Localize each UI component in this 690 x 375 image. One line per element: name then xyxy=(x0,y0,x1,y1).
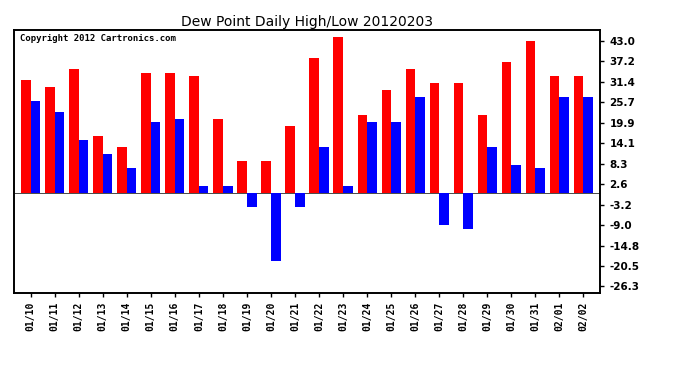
Bar xyxy=(333,37,343,193)
Bar xyxy=(343,186,353,193)
Bar xyxy=(103,154,112,193)
Bar xyxy=(93,136,103,193)
Bar xyxy=(382,90,391,193)
Bar xyxy=(55,112,64,193)
Bar xyxy=(199,186,208,193)
Bar xyxy=(319,147,328,193)
Title: Dew Point Daily High/Low 20120203: Dew Point Daily High/Low 20120203 xyxy=(181,15,433,29)
Bar xyxy=(247,193,257,207)
Bar xyxy=(535,168,545,193)
Bar xyxy=(574,76,584,193)
Bar xyxy=(357,115,367,193)
Bar xyxy=(477,115,487,193)
Bar xyxy=(165,73,175,193)
Bar xyxy=(502,62,511,193)
Bar xyxy=(367,122,377,193)
Bar xyxy=(560,98,569,193)
Bar xyxy=(463,193,473,229)
Bar xyxy=(511,165,521,193)
Bar xyxy=(127,168,137,193)
Bar xyxy=(391,122,401,193)
Bar xyxy=(117,147,127,193)
Bar xyxy=(151,122,160,193)
Bar xyxy=(454,83,463,193)
Bar xyxy=(440,193,449,225)
Bar xyxy=(213,118,223,193)
Bar xyxy=(69,69,79,193)
Bar xyxy=(175,118,184,193)
Bar xyxy=(237,161,247,193)
Bar xyxy=(45,87,55,193)
Text: Copyright 2012 Cartronics.com: Copyright 2012 Cartronics.com xyxy=(19,34,175,43)
Bar xyxy=(487,147,497,193)
Bar xyxy=(406,69,415,193)
Bar xyxy=(30,101,40,193)
Bar xyxy=(286,126,295,193)
Bar xyxy=(189,76,199,193)
Bar xyxy=(295,193,305,207)
Bar xyxy=(141,73,151,193)
Bar xyxy=(309,58,319,193)
Bar xyxy=(271,193,281,261)
Bar xyxy=(223,186,233,193)
Bar xyxy=(415,98,425,193)
Bar xyxy=(526,40,535,193)
Bar xyxy=(430,83,440,193)
Bar xyxy=(550,76,560,193)
Bar xyxy=(79,140,88,193)
Bar xyxy=(584,98,593,193)
Bar xyxy=(21,80,30,193)
Bar xyxy=(262,161,271,193)
